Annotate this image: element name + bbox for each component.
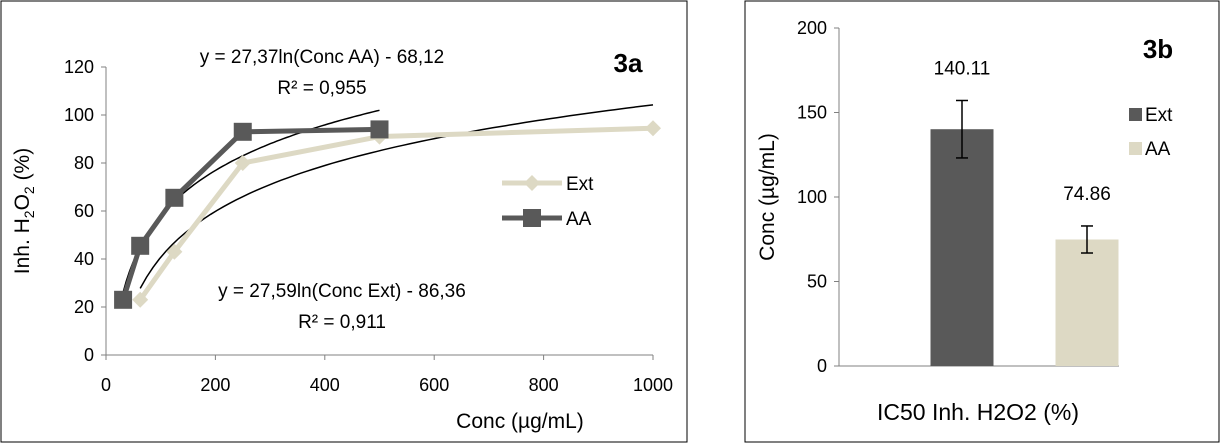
chart-3b-y-axis-title: Conc (µg/mL)	[756, 133, 779, 261]
x-tick-label: 1000	[633, 375, 673, 395]
legend-label-aa: AA	[1145, 139, 1171, 160]
data-point-ext	[132, 291, 149, 308]
legend-swatch-aa	[1129, 142, 1142, 155]
legend-label-ext: Ext	[566, 174, 594, 195]
data-point-ext	[645, 120, 661, 137]
data-point-aa	[370, 120, 389, 139]
chart-3a: 0 200 400 600 800 1000 0 20 40 60 80 100 120 3a y =…	[0, 0, 688, 443]
y-tick-label: 150	[797, 103, 827, 123]
trendline-aa-r2: R² = 0,955	[277, 78, 366, 99]
data-label-aa: 74.86	[1063, 184, 1111, 205]
y-tick-label: 40	[74, 249, 94, 269]
trendline-ext-r2: R² = 0,911	[298, 312, 386, 333]
y-tick-label: 0	[817, 356, 827, 376]
trendline-ext	[139, 104, 654, 289]
y-tick-label: 120	[64, 57, 94, 77]
data-point-aa	[165, 188, 184, 207]
data-point-aa	[114, 290, 133, 309]
y-tick-label: 20	[74, 297, 94, 317]
chart-3a-y-axis-title: Inh. H2O2 (%)	[11, 148, 37, 274]
legend-marker-aa	[523, 209, 541, 227]
data-point-ext	[234, 155, 251, 171]
data-point-aa	[233, 122, 252, 141]
y-tick-label: 60	[74, 201, 94, 221]
y-tick-label: 50	[807, 272, 827, 292]
chart-3a-y-ticks: 0 20 40 60 80 100 120	[64, 57, 106, 365]
x-tick-label: 400	[310, 375, 340, 395]
legend-marker-ext	[524, 175, 540, 191]
x-tick-label: 800	[529, 375, 559, 395]
chart-3b-legend: Ext AA	[1129, 105, 1173, 160]
data-point-ext	[166, 243, 183, 260]
chart-3a-panel-label: 3a	[614, 48, 643, 78]
data-point-aa	[131, 236, 150, 255]
legend-swatch-ext	[1129, 108, 1142, 121]
chart-3b-bars: 140.11 74.86	[930, 58, 1119, 366]
chart-3b-panel-label: 3b	[1143, 34, 1173, 64]
data-label-ext: 140.11	[934, 58, 991, 79]
trendline-aa-equation: y = 27,37ln(Conc AA) - 68,12	[200, 47, 445, 68]
chart-3b-x-axis-title: IC50 Inh. H2O2 (%)	[877, 399, 1079, 425]
chart-3a-series	[114, 120, 661, 309]
y-tick-label: 0	[84, 345, 94, 365]
y-tick-label: 80	[74, 153, 94, 173]
chart-3b: 0 50 100 150 200 140.11 74.86 3b IC50 Inh. H2…	[744, 0, 1220, 443]
y-tick-label: 100	[64, 105, 94, 125]
chart-3b-y-ticks: 0 50 100 150 200	[797, 18, 839, 376]
legend-label-ext: Ext	[1145, 105, 1173, 126]
x-tick-label: 0	[101, 375, 111, 395]
chart-3a-legend: Ext AA	[502, 174, 594, 230]
x-tick-label: 200	[200, 375, 230, 395]
chart-3a-frame	[0, 0, 688, 443]
chart-3a-x-ticks: 0 200 400 600 800 1000	[101, 355, 673, 395]
legend-label-aa: AA	[566, 209, 592, 230]
y-tick-label: 200	[797, 18, 827, 38]
trendline-ext-equation: y = 27,59ln(Conc Ext) - 86,36	[218, 281, 466, 302]
bar-ext	[930, 129, 994, 366]
x-tick-label: 600	[419, 375, 449, 395]
bar-aa	[1055, 239, 1119, 366]
chart-3a-x-axis-title: Conc (µg/mL)	[456, 410, 584, 433]
y-tick-label: 100	[797, 187, 827, 207]
